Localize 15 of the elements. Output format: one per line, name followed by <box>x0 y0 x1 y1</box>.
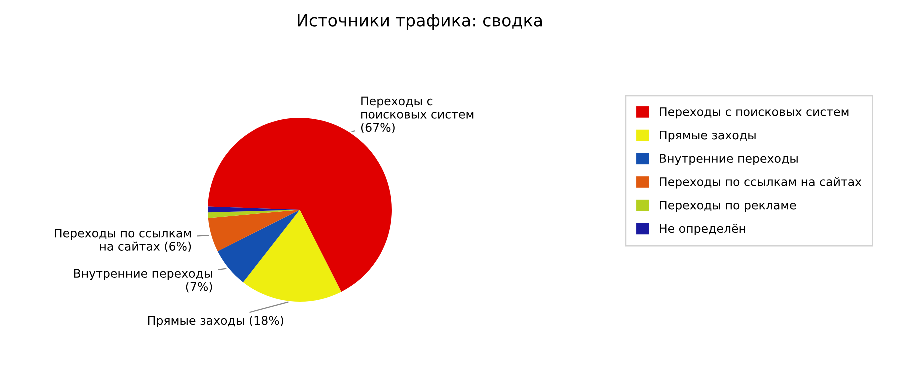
data-label: Внутренние переходы (7%) <box>74 269 212 293</box>
legend-label: Переходы с поисковых систем <box>660 108 849 119</box>
legend-label: Прямые заходы <box>660 130 756 142</box>
data-label: Переходы с поисковых систем (67%) <box>361 96 474 134</box>
legend-label: Внутренние переходы <box>660 154 798 166</box>
pie-slice <box>208 210 300 252</box>
legend-label: Не определён <box>660 224 746 236</box>
chart-title: Источники трафика: сводка <box>298 14 542 30</box>
data-label: Переходы по ссылкам на сайтах (6%) <box>55 228 192 252</box>
pie-slice <box>208 210 300 218</box>
legend-label: Переходы по ссылкам на сайтах <box>660 177 862 189</box>
data-label: Прямые заходы (18%) <box>148 316 284 328</box>
legend-label: Переходы по рекламе <box>660 201 796 212</box>
pie-slice <box>218 210 300 282</box>
pie-slice <box>243 210 342 302</box>
